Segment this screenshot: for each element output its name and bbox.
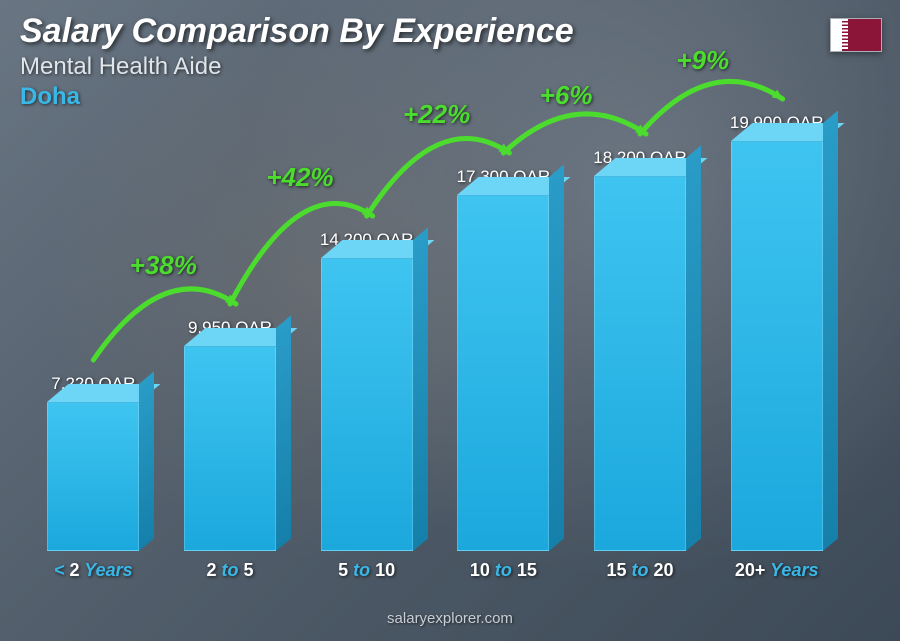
- bar-side-face: [413, 227, 428, 551]
- flag-maroon-band: [848, 19, 882, 51]
- bar-front-face: [731, 141, 823, 551]
- growth-percent-label: +6%: [540, 80, 593, 111]
- bar: [594, 176, 686, 551]
- bar-front-face: [47, 402, 139, 551]
- bar-group: 14,200 QAR5 to 10: [303, 230, 430, 551]
- chart-location: Doha: [20, 83, 574, 111]
- bar-side-face: [139, 371, 154, 551]
- bar-side-face: [276, 315, 291, 551]
- bar-side-face: [686, 145, 701, 551]
- bar-category-label: 15 to 20: [606, 560, 673, 581]
- bar-category-label: 5 to 10: [338, 560, 395, 581]
- bar: [731, 141, 823, 551]
- bar: [47, 402, 139, 551]
- bar-category-label: 20+ Years: [735, 560, 819, 581]
- bar-front-face: [457, 195, 549, 551]
- bar-front-face: [594, 176, 686, 551]
- growth-percent-label: +9%: [676, 45, 729, 76]
- bar-side-face: [549, 164, 564, 551]
- bar: [321, 258, 413, 551]
- growth-percent-label: +38%: [130, 250, 197, 281]
- growth-percent-label: +22%: [403, 99, 470, 130]
- bar-group: 18,200 QAR15 to 20: [577, 148, 704, 551]
- chart-title: Salary Comparison By Experience: [20, 12, 574, 51]
- bar-group: 17,300 QAR10 to 15: [440, 167, 567, 551]
- bar-front-face: [321, 258, 413, 551]
- bars-container: 7,220 QAR< 2 Years9,950 QAR2 to 514,200 …: [30, 120, 840, 551]
- bar: [457, 195, 549, 551]
- bar-chart: 7,220 QAR< 2 Years9,950 QAR2 to 514,200 …: [30, 120, 840, 581]
- bar: [184, 346, 276, 551]
- bar-group: 9,950 QAR2 to 5: [167, 318, 294, 551]
- bar-category-label: 10 to 15: [470, 560, 537, 581]
- growth-percent-label: +42%: [266, 162, 333, 193]
- bar-group: 7,220 QAR< 2 Years: [30, 374, 157, 551]
- country-flag-qatar: [830, 18, 882, 52]
- chart-subtitle: Mental Health Aide: [20, 53, 574, 81]
- footer-attribution: salaryexplorer.com: [0, 610, 900, 627]
- bar-side-face: [823, 110, 838, 551]
- bar-category-label: 2 to 5: [206, 560, 253, 581]
- header: Salary Comparison By Experience Mental H…: [20, 12, 574, 111]
- bar-front-face: [184, 346, 276, 551]
- bar-category-label: < 2 Years: [54, 560, 133, 581]
- bar-group: 19,900 QAR20+ Years: [713, 113, 840, 551]
